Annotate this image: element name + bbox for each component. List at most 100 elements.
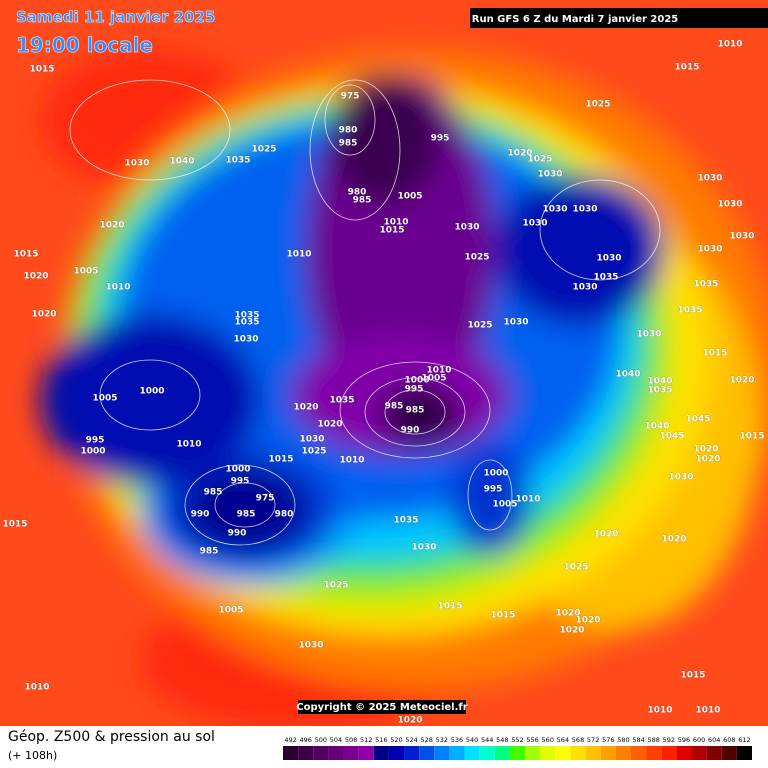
run: Run GFS 6 Z du Mardi 7 janvier 2025 (472, 14, 679, 25)
colorbar-label: 576 (602, 736, 614, 744)
pressure-label: 1010 (515, 495, 540, 505)
colorbar-label: 588 (647, 736, 659, 744)
colorbar: 492 496 500 504 508 512 516 520 524 528 532 536 540 5… (283, 736, 752, 760)
colorbar-label: 608 (723, 736, 735, 744)
pressure-label: 1010 (24, 683, 49, 693)
pressure-label: 995 (431, 134, 450, 144)
pressure-label: 1020 (729, 376, 754, 386)
run-box (470, 8, 768, 28)
pressure-label: 1010 (176, 440, 201, 450)
colorbar-label: 560 (542, 736, 554, 744)
colorbar-label: 508 (345, 736, 357, 744)
footer-title: Géop. Z500 & pression au sol (8, 729, 215, 745)
colorbar-cell (600, 746, 616, 760)
pressure-label: 1035 (647, 386, 672, 396)
pressure-label: 1030 (729, 232, 754, 242)
pressure-label: 1020 (31, 310, 56, 320)
pressure-label: 995 (405, 385, 424, 395)
pressure-label: 1020 (559, 626, 584, 636)
colorbar-label: 536 (451, 736, 463, 744)
colorbar-label: 600 (693, 736, 705, 744)
pressure-label: 1010 (717, 40, 742, 50)
colorbar-cell (509, 746, 526, 760)
pressure-label: 1030 (668, 473, 693, 483)
pressure-label: 1025 (527, 155, 552, 165)
pressure-label: 1025 (563, 563, 588, 573)
pressure-label: 1035 (693, 280, 718, 290)
pressure-label: 1005 (73, 267, 98, 277)
colorbar-cell (434, 746, 450, 760)
pressure-label: 1010 (105, 283, 130, 293)
pressure-label: 1030 (537, 170, 562, 180)
pressure-label: 995 (484, 485, 503, 495)
pressure-label: 1040 (615, 370, 640, 380)
pressure-label: 1025 (251, 145, 276, 155)
pressure-label: 1020 (99, 221, 124, 231)
colorbar-label: 528 (421, 736, 433, 744)
pressure-label: 1015 (680, 671, 705, 681)
copyright: Copyright © 2025 Meteociel.fr (296, 702, 467, 713)
pressure-label: 1010 (286, 250, 311, 260)
pressure-label: 1040 (647, 377, 672, 387)
colorbar-cell (736, 746, 752, 760)
pressure-label: 985 (353, 196, 372, 206)
pressure-label: 1020 (575, 616, 600, 626)
pressure-label: 990 (191, 510, 210, 520)
pressure-label: 1015 (490, 611, 515, 621)
pressure-label: 1000 (404, 376, 429, 386)
pressure-label: 1045 (659, 432, 684, 442)
pressure-label: 975 (341, 92, 360, 102)
pressure-label: 1015 (2, 520, 27, 530)
colorbar-label: 596 (678, 736, 690, 744)
pressure-label: 1000 (139, 387, 164, 397)
pressure-label: 1020 (555, 609, 580, 619)
isobars (69, 79, 661, 546)
colorbar-label: 492 (284, 736, 296, 744)
colorbar-cell (661, 746, 677, 760)
pressure-label: 1035 (329, 396, 354, 406)
pressure-label: 990 (401, 426, 420, 436)
colorbar-cell (615, 746, 631, 760)
pressure-label: 1020 (693, 445, 718, 455)
pressure-label: 1020 (507, 149, 532, 159)
pressure-label: 1035 (234, 311, 259, 321)
pressure-label: 1015 (29, 65, 54, 75)
colorbar-label: 544 (481, 736, 493, 744)
colorbar-cell (706, 746, 722, 760)
pressure-label: 1000 (80, 447, 105, 457)
pressure-label: 1015 (674, 63, 699, 73)
pressure-label: 1035 (393, 516, 418, 526)
pressure-label: 1020 (661, 535, 686, 545)
pressure-label: 985 (237, 510, 256, 520)
pressure-label: 1035 (225, 156, 250, 166)
pressure-label: 1030 (299, 435, 324, 445)
colorbar-cell (525, 746, 541, 760)
colorbar-cell (646, 746, 662, 760)
pressure-label: 1030 (717, 200, 742, 210)
pressure-label: 1010 (339, 456, 364, 466)
pressure-label: 1035 (677, 306, 702, 316)
pressure-label: 980 (339, 126, 358, 136)
pressure-label: 1030 (298, 641, 323, 651)
colorbar-label: 592 (663, 736, 675, 744)
colorbar-cell (540, 746, 556, 760)
pressure-label: 980 (348, 188, 367, 198)
pressure-label: 1025 (301, 447, 326, 457)
colorbar-label: 556 (526, 736, 538, 744)
colorbar-label: 564 (557, 736, 569, 744)
colorbar-label: 540 (466, 736, 478, 744)
colorbar-label: 496 (299, 736, 311, 744)
colorbar-label: 568 (572, 736, 584, 744)
colorbar-label: 524 (405, 736, 417, 744)
colorbar-cell (373, 746, 389, 760)
colorbar-label: 520 (390, 736, 402, 744)
pressure-label: 1010 (383, 218, 408, 228)
colorbar-cell (691, 746, 707, 760)
pressure-label: 1020 (397, 716, 422, 726)
pressure-label: 990 (228, 529, 247, 539)
pressure-label: 1025 (585, 100, 610, 110)
pressure-label: 1005 (218, 606, 243, 616)
pressure-label: 980 (275, 510, 294, 520)
